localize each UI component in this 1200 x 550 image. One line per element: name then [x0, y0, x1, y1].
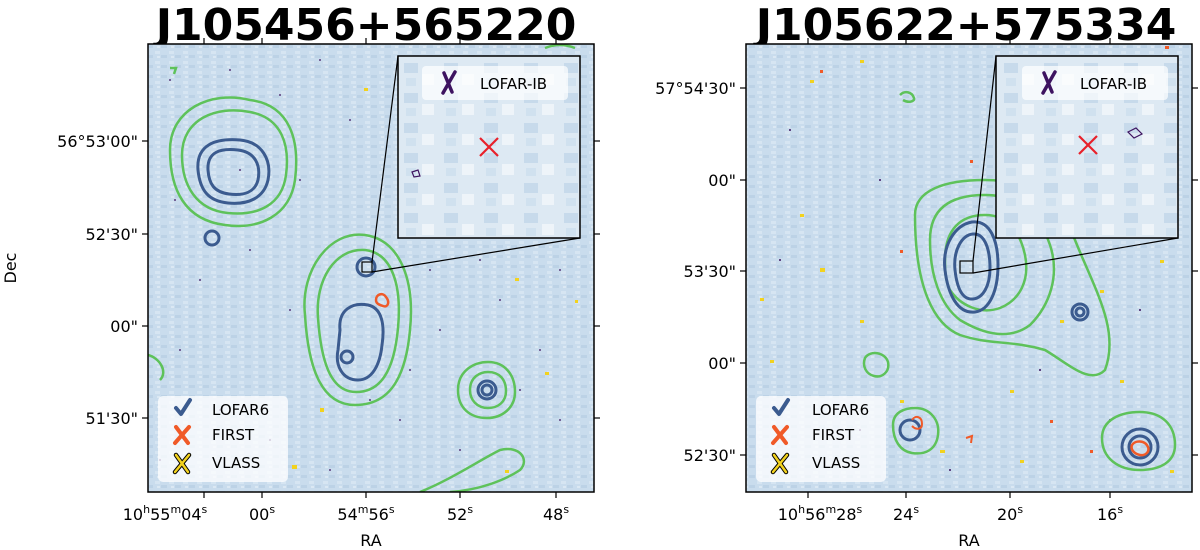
legend-label-vlass: VLASS [212, 454, 260, 472]
panel2-title: J105622+575334 [753, 0, 1177, 51]
panel2-ytick: 52'30" [684, 446, 736, 465]
panel2-xtick: 16s [1097, 503, 1123, 524]
panel1-title: J105456+565220 [153, 0, 577, 51]
panel1-ytick: 51'30" [86, 409, 138, 428]
panel1-xtick: 52s [447, 503, 473, 524]
target-marker-icon [479, 137, 499, 157]
panel1-xtick: 10h55m04s [123, 503, 208, 524]
legend-label-first: FIRST [812, 426, 855, 444]
panel1-xtick: 54m56s [337, 503, 394, 524]
panel1-ytick: 56°53'00" [57, 132, 138, 151]
panel1-ylabel: Dec [1, 253, 20, 284]
panel2-xtick: 24s [893, 503, 919, 524]
panel1-inset: LOFAR-IB [397, 55, 581, 239]
check-icon [174, 398, 192, 416]
x-icon [771, 425, 789, 445]
panel1-legend: LOFAR6 FIRST VLASS [158, 396, 288, 482]
panel2-xtick: 20s [997, 503, 1023, 524]
legend-label-first: FIRST [212, 426, 255, 444]
panel1-xtick: 00s [249, 503, 275, 524]
panel1-ytick: 00" [110, 317, 138, 336]
panel2-xtick: 10h56m28s [778, 503, 863, 524]
legend-label-lofar6: LOFAR6 [212, 401, 269, 419]
legend-label-vlass: VLASS [812, 454, 860, 472]
inset-legend-label: LOFAR-IB [1080, 75, 1147, 93]
panel2-ytick: 00" [708, 171, 736, 190]
panel2-xlabel: RA [958, 531, 979, 550]
panel2-legend: LOFAR6 FIRST VLASS [756, 396, 886, 482]
x-icon [441, 70, 457, 95]
inset-legend-label: LOFAR-IB [480, 75, 547, 93]
panel2-inset: LOFAR-IB [995, 55, 1179, 239]
x-icon [1041, 70, 1057, 95]
check-icon [772, 398, 790, 416]
panel2-ytick: 00" [708, 354, 736, 373]
panel1-ytick: 52'30" [86, 225, 138, 244]
panel1-xlabel: RA [360, 531, 381, 550]
panel1-xtick: 48s [543, 503, 569, 524]
panel2-ytick: 53'30" [684, 262, 736, 281]
panel2-ytick: 57°54'30" [655, 79, 736, 98]
legend-label-lofar6: LOFAR6 [812, 401, 869, 419]
x-icon [173, 425, 191, 445]
target-marker-icon [1078, 135, 1098, 155]
